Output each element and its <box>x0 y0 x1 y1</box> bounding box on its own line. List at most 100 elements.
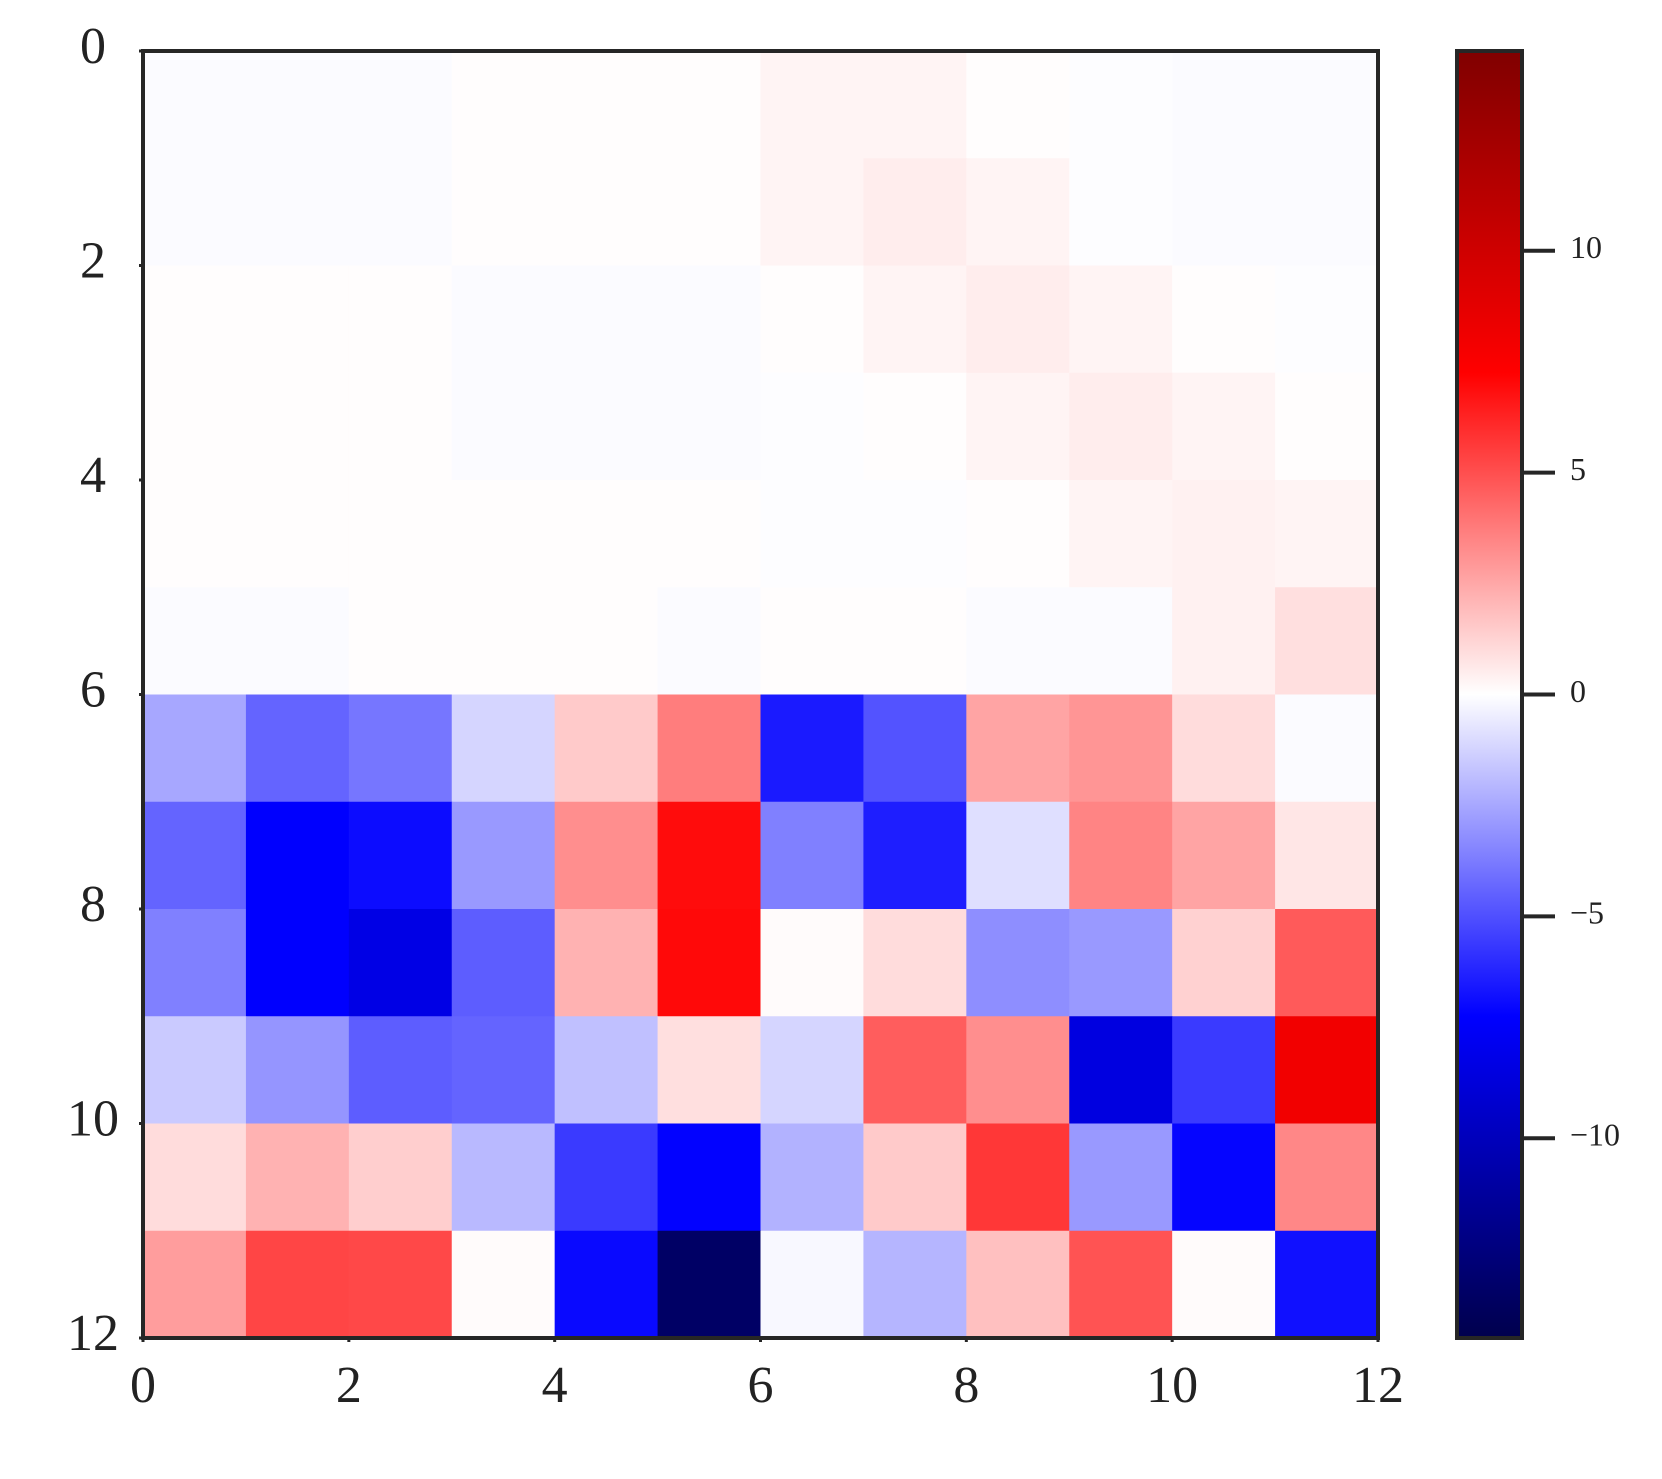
heatmap-cell <box>1172 1230 1276 1339</box>
heatmap-cell <box>348 587 453 695</box>
y-tick-label: 6 <box>80 661 106 718</box>
heatmap-cell <box>1172 801 1276 910</box>
heatmap-cell <box>245 587 350 695</box>
heatmap-cell <box>554 480 659 588</box>
heatmap-cell <box>348 1016 453 1124</box>
heatmap-cell <box>1172 265 1276 374</box>
heatmap-cell <box>863 265 967 374</box>
colorbar-tick-label: −5 <box>1570 895 1604 931</box>
heatmap-cell <box>348 1230 453 1339</box>
heatmap-cell <box>863 372 967 481</box>
heatmap-cell <box>245 801 350 910</box>
y-tick-label: 10 <box>67 1090 119 1147</box>
x-tick-label: 6 <box>748 1357 774 1414</box>
heatmap-cell <box>451 694 556 803</box>
heatmap-cell <box>1069 265 1173 374</box>
heatmap-cell <box>1172 909 1276 1017</box>
heatmap-cell <box>451 480 556 588</box>
heatmap-cell <box>863 480 967 588</box>
heatmap-cell <box>1172 1016 1276 1124</box>
heatmap-cell <box>657 909 761 1017</box>
heatmap-cell <box>760 909 864 1017</box>
heatmap-cell <box>657 372 761 481</box>
heatmap-cell <box>1275 909 1379 1017</box>
heatmap-cell <box>1069 158 1173 266</box>
heatmap-cell <box>1172 480 1276 588</box>
heatmap-cell <box>760 694 864 803</box>
heatmap-cell <box>966 1230 1070 1339</box>
heatmap-cell <box>1172 158 1276 266</box>
heatmap-cell <box>348 158 453 266</box>
heatmap-cell <box>451 51 556 159</box>
heatmap-cell <box>1172 694 1276 803</box>
heatmap-cell <box>451 1123 556 1232</box>
heatmap-cell <box>1275 480 1379 588</box>
heatmap-cell <box>966 694 1070 803</box>
heatmap-cell <box>1275 265 1379 374</box>
heatmap-cell <box>1275 158 1379 266</box>
heatmap-cell <box>966 587 1070 695</box>
y-tick-label: 12 <box>67 1305 119 1362</box>
heatmap-cell <box>245 1230 350 1339</box>
heatmap-cell <box>143 801 247 910</box>
heatmap-cell <box>143 587 247 695</box>
heatmap-cell <box>966 1123 1070 1232</box>
y-tick-label: 4 <box>80 447 106 504</box>
heatmap-cell <box>1275 51 1379 159</box>
heatmap-cell <box>1275 1230 1379 1339</box>
heatmap-cell <box>554 1016 659 1124</box>
heatmap-cell <box>348 51 453 159</box>
heatmap-cell <box>451 1016 556 1124</box>
heatmap-cell <box>348 694 453 803</box>
heatmap-cell <box>245 909 350 1017</box>
heatmap-cell <box>966 1016 1070 1124</box>
x-tick-label: 0 <box>130 1357 156 1414</box>
heatmap-cell <box>760 372 864 481</box>
heatmap-cell <box>1172 372 1276 481</box>
y-tick-label: 8 <box>80 876 106 933</box>
heatmap-cell <box>348 265 453 374</box>
heatmap-cell <box>554 909 659 1017</box>
heatmap-cell <box>451 1230 556 1339</box>
heatmap-cell <box>863 158 967 266</box>
heatmap-cell <box>863 587 967 695</box>
heatmap-cell <box>451 909 556 1017</box>
colorbar-tick-label: 10 <box>1570 229 1602 265</box>
heatmap-cell <box>348 480 453 588</box>
heatmap-cell <box>966 158 1070 266</box>
heatmap-cell <box>657 694 761 803</box>
heatmap-cell <box>966 480 1070 588</box>
heatmap-cell <box>245 265 350 374</box>
x-tick-label: 10 <box>1146 1357 1198 1414</box>
heatmap-cell <box>143 1230 247 1339</box>
x-tick-label: 4 <box>542 1357 568 1414</box>
heatmap-cell <box>863 801 967 910</box>
heatmap-cell <box>554 51 659 159</box>
heatmap-cell <box>1069 1230 1173 1339</box>
heatmap-cell <box>863 51 967 159</box>
heatmap-cell <box>143 909 247 1017</box>
heatmap-cell <box>657 1016 761 1124</box>
heatmap-cell <box>245 51 350 159</box>
heatmap-cell <box>554 158 659 266</box>
heatmap-cell <box>143 1123 247 1232</box>
heatmap-cell <box>554 587 659 695</box>
x-tick-label: 2 <box>336 1357 362 1414</box>
heatmap-cell <box>966 909 1070 1017</box>
heatmap-cell <box>245 1123 350 1232</box>
heatmap-cell <box>657 801 761 910</box>
heatmap-cell <box>966 372 1070 481</box>
heatmap-cell <box>451 372 556 481</box>
heatmap-cell <box>1275 1123 1379 1232</box>
heatmap-cell <box>451 158 556 266</box>
heatmap-cell <box>657 265 761 374</box>
heatmap-cell <box>348 801 453 910</box>
heatmap-cell <box>863 1123 967 1232</box>
heatmap-cell <box>245 1016 350 1124</box>
heatmap-cell <box>554 372 659 481</box>
heatmap-cell <box>245 158 350 266</box>
heatmap-cell <box>1069 1016 1173 1124</box>
heatmap-cell <box>143 480 247 588</box>
heatmap-cell <box>760 587 864 695</box>
x-tick-label: 12 <box>1352 1357 1404 1414</box>
